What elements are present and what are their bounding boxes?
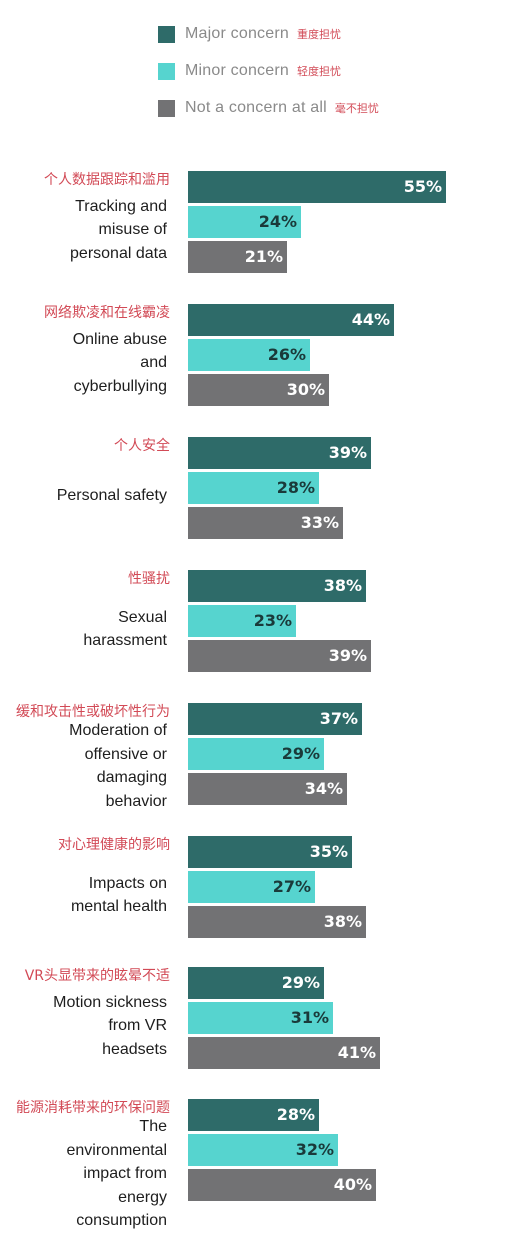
bar-minor: 27% [188, 871, 315, 903]
bar-not: 34% [188, 773, 347, 805]
bar-minor: 26% [188, 339, 310, 371]
bar-not: 38% [188, 906, 366, 938]
bar-value-label: 21% [244, 247, 283, 266]
category-label: The environmental impact from energy con… [66, 1118, 168, 1229]
category-label-zh: 缓和攻击性或破坏性行为 [16, 704, 170, 720]
bar-value-label: 27% [272, 877, 311, 896]
category-label-zh: 对心理健康的影响 [58, 837, 170, 853]
category-label: Online abuse and cyberbullying [72, 330, 167, 395]
category-label-zh: 个人安全 [114, 438, 170, 454]
bar-value-label: 28% [276, 478, 315, 497]
bar-minor: 28% [188, 472, 319, 504]
category-label: Impacts on mental health [70, 874, 167, 916]
legend-item-minor: Minor concern 轻度担忧 [158, 60, 341, 82]
bar-minor: 23% [188, 605, 296, 637]
bar-value-label: 55% [403, 177, 442, 196]
bar-value-label: 40% [333, 1175, 372, 1194]
bar-value-label: 26% [267, 345, 306, 364]
bar-value-label: 32% [295, 1140, 334, 1159]
bar-value-label: 41% [337, 1043, 376, 1062]
bar-value-label: 31% [290, 1008, 329, 1027]
bar-not: 39% [188, 640, 371, 672]
bar-value-label: 38% [323, 912, 362, 931]
bar-value-label: 39% [328, 646, 367, 665]
bar-value-label: 30% [286, 380, 325, 399]
legend-item-not: Not a concern at all 毫不担忧 [158, 97, 379, 119]
legend-swatch-minor [158, 62, 175, 80]
bar-not: 21% [188, 241, 287, 273]
category-label-zh: 性骚扰 [128, 571, 170, 587]
bar-value-label: 38% [323, 576, 362, 595]
bar-value-label: 34% [304, 779, 343, 798]
bar-major: 38% [188, 570, 366, 602]
category-label-zh: 个人数据跟踪和滥用 [44, 172, 170, 188]
bar-major: 35% [188, 836, 352, 868]
legend-label-zh: 轻度担忧 [296, 65, 341, 78]
legend-swatch-major [158, 25, 175, 43]
legend-label: Major concern [185, 25, 289, 42]
bar-major: 37% [188, 703, 362, 735]
bar-not: 40% [188, 1169, 376, 1201]
bar-major: 55% [188, 171, 446, 203]
bar-value-label: 23% [253, 611, 292, 630]
legend-item-major: Major concern 重度担忧 [158, 23, 341, 45]
bar-value-label: 35% [309, 842, 348, 861]
bar-major: 28% [188, 1099, 319, 1131]
category-label: Sexual harassment [83, 608, 167, 650]
bar-value-label: 39% [328, 443, 367, 462]
bar-value-label: 37% [319, 709, 358, 728]
bar-value-label: 29% [281, 744, 320, 763]
bar-value-label: 28% [276, 1105, 315, 1124]
bar-not: 33% [188, 507, 343, 539]
bar-not: 41% [188, 1037, 380, 1069]
legend-swatch-not [158, 99, 175, 117]
bar-major: 44% [188, 304, 394, 336]
legend-label-zh: 重度担忧 [296, 28, 341, 41]
bar-value-label: 29% [281, 973, 320, 992]
category-label-zh: 网络欺凌和在线霸凌 [44, 305, 170, 321]
legend-label: Minor concern [185, 62, 289, 79]
category-label: Motion sickness from VR headsets [53, 993, 167, 1058]
bar-major: 39% [188, 437, 371, 469]
bar-minor: 31% [188, 1002, 333, 1034]
legend-label: Not a concern at all [185, 99, 327, 116]
category-label: Personal safety [56, 487, 167, 505]
bar-minor: 29% [188, 738, 324, 770]
bar-minor: 24% [188, 206, 301, 238]
bar-major: 29% [188, 967, 324, 999]
bar-value-label: 33% [300, 513, 339, 532]
category-label-zh: VR头显带来的眩晕不适 [24, 968, 170, 984]
category-label: Moderation of offensive or damaging beha… [69, 722, 167, 810]
legend-label-zh: 毫不担忧 [334, 102, 379, 115]
category-label-zh: 能源消耗带来的环保问题 [16, 1100, 170, 1116]
bar-minor: 32% [188, 1134, 338, 1166]
bar-value-label: 44% [351, 310, 390, 329]
bar-not: 30% [188, 374, 329, 406]
category-label: Tracking and misuse of personal data [70, 197, 167, 262]
bar-value-label: 24% [258, 212, 297, 231]
